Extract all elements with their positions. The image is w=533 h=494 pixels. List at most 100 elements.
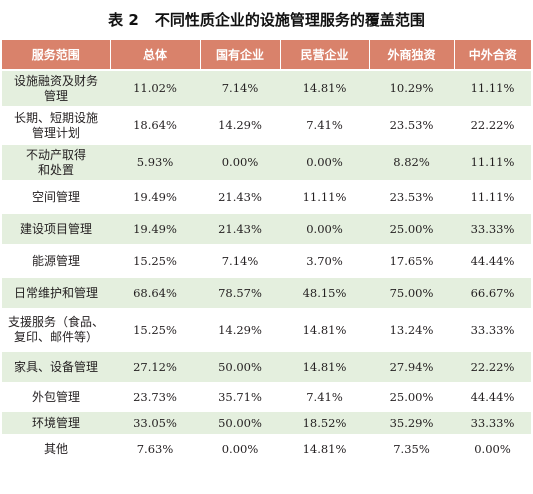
cell-private: 14.81% <box>280 434 369 462</box>
cell-total: 68.64% <box>110 276 200 309</box>
cell-soe: 50.00% <box>200 350 280 383</box>
cell-total: 33.05% <box>110 410 200 435</box>
table-row: 长期、短期设施 管理计划 18.64% 14.29% 7.41% 23.53% 22.22% <box>2 106 531 144</box>
cell-foreign: 8.82% <box>369 143 454 181</box>
cell-category: 空间管理 <box>2 180 110 213</box>
header-category: 服务范围 <box>2 40 111 70</box>
table-caption: 不同性质企业的设施管理服务的覆盖范围 <box>154 11 425 29</box>
cell-private: 3.70% <box>280 244 369 277</box>
cell-private: 7.41% <box>280 106 369 144</box>
category-line: 长期、短期设施 <box>13 110 98 125</box>
category-line: 外包管理 <box>31 389 80 404</box>
cell-category: 家具、设备管理 <box>2 350 110 383</box>
table-row: 环境管理 33.05% 50.00% 18.52% 35.29% 33.33% <box>2 410 531 435</box>
table-row: 空间管理 19.49% 21.43% 11.11% 23.53% 11.11% <box>2 180 531 213</box>
cell-jv: 33.33% <box>454 410 531 435</box>
cell-foreign: 25.00% <box>369 212 454 245</box>
cell-foreign: 10.29% <box>369 69 454 107</box>
header-jv: 中外合资 <box>454 40 531 70</box>
cell-total: 19.49% <box>110 212 200 245</box>
category-line: 设施融资及财务 <box>13 73 98 88</box>
table-header: 服务范围 总体 国有企业 民营企业 外商独资 中外合资 <box>2 40 531 70</box>
cell-total: 15.25% <box>110 308 200 351</box>
cell-category: 能源管理 <box>2 244 110 277</box>
cell-soe: 0.00% <box>200 434 280 462</box>
cell-foreign: 17.65% <box>369 244 454 277</box>
category-line: 其他 <box>43 441 68 456</box>
table-title: 表 2 不同性质企业的设施管理服务的覆盖范围 <box>0 0 533 40</box>
cell-soe: 0.00% <box>200 143 280 181</box>
table-row: 其他 7.63% 0.00% 14.81% 7.35% 0.00% <box>2 434 531 462</box>
cell-soe: 14.29% <box>200 106 280 144</box>
cell-foreign: 13.24% <box>369 308 454 351</box>
table-row: 能源管理 15.25% 7.14% 3.70% 17.65% 44.44% <box>2 244 531 277</box>
table-row: 日常维护和管理 68.64% 78.57% 48.15% 75.00% 66.67% <box>2 276 531 309</box>
cell-private: 7.41% <box>280 382 369 411</box>
cell-category: 环境管理 <box>2 410 110 435</box>
cell-foreign: 75.00% <box>369 276 454 309</box>
cell-category: 设施融资及财务 管理 <box>2 69 110 107</box>
cell-jv: 44.44% <box>454 244 531 277</box>
cell-jv: 11.11% <box>454 69 531 107</box>
cell-foreign: 25.00% <box>369 382 454 411</box>
cell-soe: 7.14% <box>200 69 280 107</box>
cell-total: 7.63% <box>110 434 200 462</box>
cell-category: 长期、短期设施 管理计划 <box>2 106 110 144</box>
cell-soe: 7.14% <box>200 244 280 277</box>
category-line: 空间管理 <box>31 189 80 204</box>
header-total: 总体 <box>110 40 201 70</box>
header-foreign: 外商独资 <box>369 40 455 70</box>
cell-private: 11.11% <box>280 180 369 213</box>
header-soe: 国有企业 <box>200 40 281 70</box>
cell-private: 48.15% <box>280 276 369 309</box>
cell-category: 不动产取得 和处置 <box>2 143 110 181</box>
table-row: 设施融资及财务 管理 11.02% 7.14% 14.81% 10.29% 11.11% <box>2 69 531 107</box>
cell-foreign: 27.94% <box>369 350 454 383</box>
cell-private: 0.00% <box>280 212 369 245</box>
table-number: 表 2 <box>108 11 139 29</box>
cell-soe: 14.29% <box>200 308 280 351</box>
cell-private: 0.00% <box>280 143 369 181</box>
cell-category: 支援服务（食品、 复印、邮件等） <box>2 308 110 351</box>
cell-category: 日常维护和管理 <box>2 276 110 309</box>
cell-foreign: 35.29% <box>369 410 454 435</box>
cell-private: 14.81% <box>280 308 369 351</box>
cell-jv: 66.67% <box>454 276 531 309</box>
cell-category: 建设项目管理 <box>2 212 110 245</box>
cell-soe: 35.71% <box>200 382 280 411</box>
cell-foreign: 23.53% <box>369 106 454 144</box>
table-body: 设施融资及财务 管理 11.02% 7.14% 14.81% 10.29% 11.11% 长期… <box>2 69 531 462</box>
header-row: 服务范围 总体 国有企业 民营企业 外商独资 中外合资 <box>2 40 531 70</box>
cell-category: 外包管理 <box>2 382 110 411</box>
category-line: 环境管理 <box>31 415 80 430</box>
coverage-table: 服务范围 总体 国有企业 民营企业 外商独资 中外合资 设施融资及财务 管理 11.… <box>2 40 531 462</box>
cell-jv: 44.44% <box>454 382 531 411</box>
cell-soe: 50.00% <box>200 410 280 435</box>
cell-jv: 0.00% <box>454 434 531 462</box>
cell-total: 15.25% <box>110 244 200 277</box>
cell-total: 18.64% <box>110 106 200 144</box>
cell-foreign: 7.35% <box>369 434 454 462</box>
category-line: 能源管理 <box>31 253 80 268</box>
category-line: 不动产取得 <box>25 147 86 162</box>
category-line: 和处置 <box>37 162 74 177</box>
category-line: 复印、邮件等） <box>13 330 98 344</box>
table-row: 支援服务（食品、 复印、邮件等） 15.25% 14.29% 14.81% 13.24% 3… <box>2 308 531 351</box>
table-row: 不动产取得 和处置 5.93% 0.00% 0.00% 8.82% 11.11% <box>2 143 531 181</box>
cell-jv: 22.22% <box>454 106 531 144</box>
header-private: 民营企业 <box>280 40 370 70</box>
cell-jv: 33.33% <box>454 212 531 245</box>
category-line: 管理计划 <box>31 125 80 140</box>
cell-total: 11.02% <box>110 69 200 107</box>
cell-private: 14.81% <box>280 350 369 383</box>
cell-jv: 11.11% <box>454 143 531 181</box>
cell-total: 23.73% <box>110 382 200 411</box>
category-line: 支援服务（食品、 <box>7 315 104 329</box>
category-line: 日常维护和管理 <box>13 285 98 300</box>
category-line: 管理 <box>43 88 68 103</box>
cell-total: 5.93% <box>110 143 200 181</box>
cell-total: 19.49% <box>110 180 200 213</box>
cell-soe: 78.57% <box>200 276 280 309</box>
cell-private: 18.52% <box>280 410 369 435</box>
cell-soe: 21.43% <box>200 212 280 245</box>
